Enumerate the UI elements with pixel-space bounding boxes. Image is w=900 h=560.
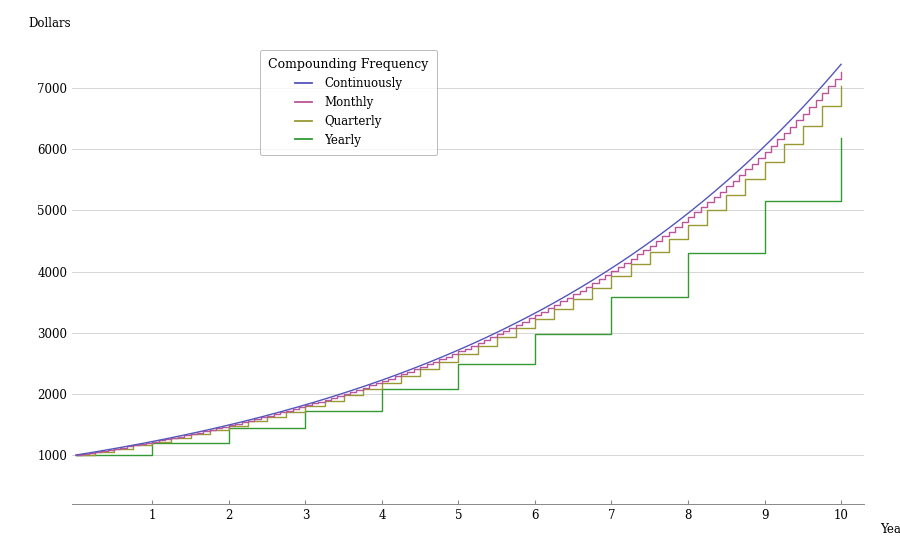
Legend: Continuously, Monthly, Quarterly, Yearly: Continuously, Monthly, Quarterly, Yearly: [260, 50, 437, 155]
Text: Dollars: Dollars: [29, 17, 71, 30]
Text: Years: Years: [880, 522, 900, 535]
